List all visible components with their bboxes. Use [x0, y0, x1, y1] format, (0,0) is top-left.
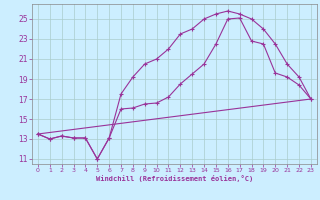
X-axis label: Windchill (Refroidissement éolien,°C): Windchill (Refroidissement éolien,°C) [96, 175, 253, 182]
